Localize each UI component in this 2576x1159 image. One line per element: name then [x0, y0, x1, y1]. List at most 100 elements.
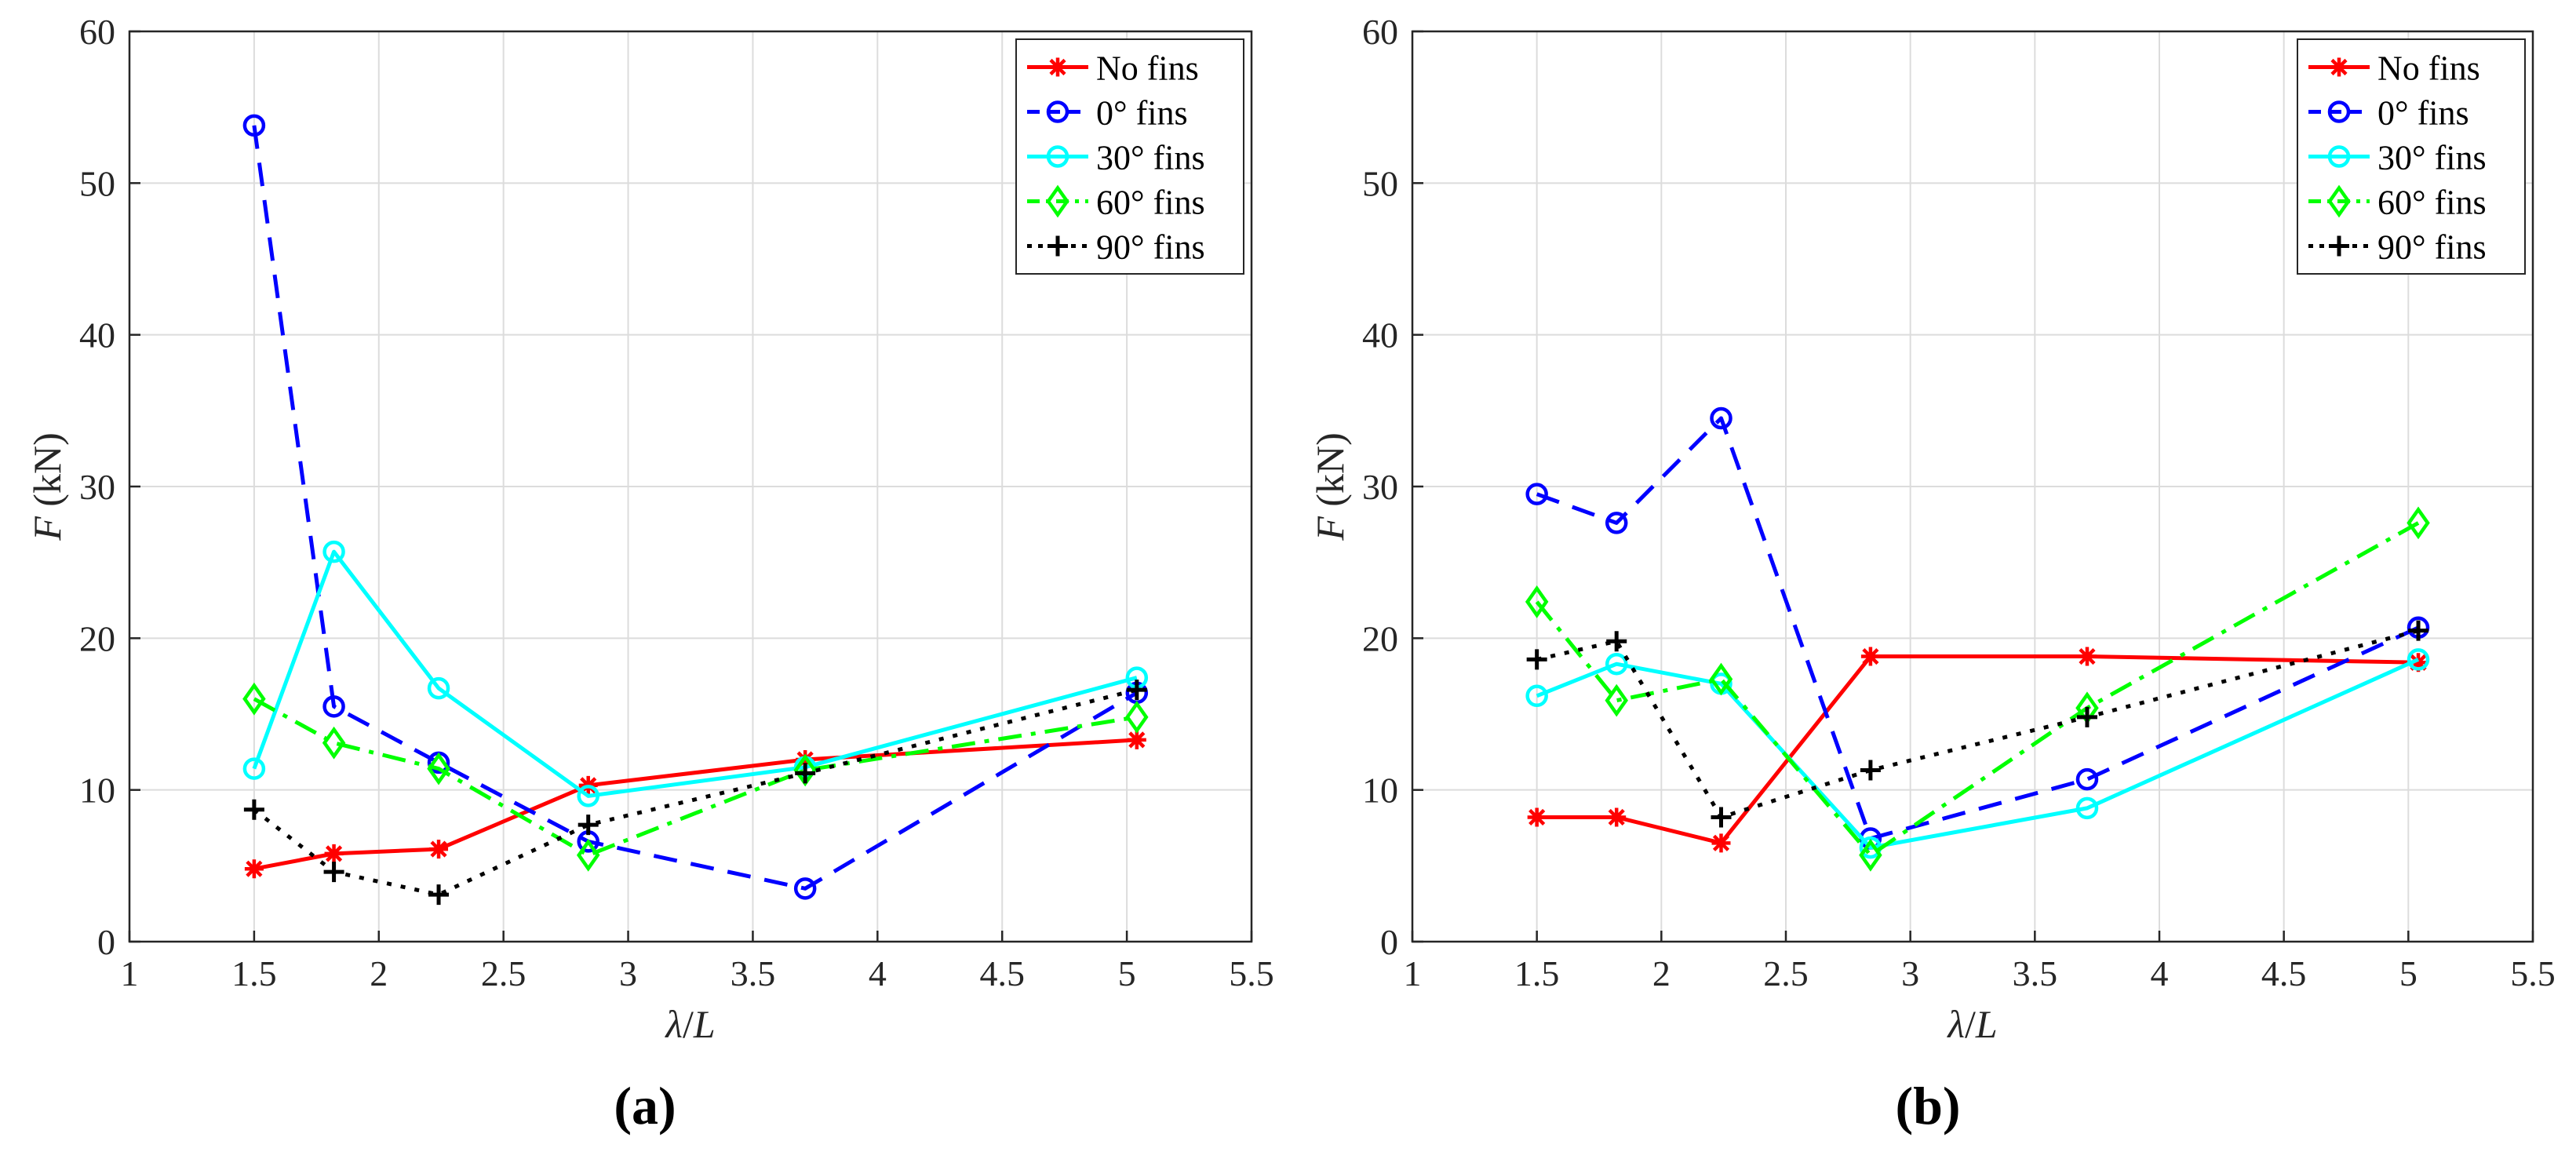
y-tick-label-a-3: 30: [79, 467, 115, 507]
point-a-4-2: [428, 884, 450, 906]
x-tick-label-a-3: 2.5: [481, 953, 526, 993]
x-tick-label-b-8: 5: [2399, 953, 2418, 993]
legend-item-b-2: 30° fins: [2308, 139, 2487, 177]
legend-marker-a-2: [1046, 145, 1069, 168]
point-a-3-3: [576, 838, 600, 872]
point-a-4-4: [795, 763, 816, 784]
legend-label-b-3: 60° fins: [2377, 184, 2487, 222]
x-tick-label-a-9: 5.5: [1229, 953, 1274, 993]
point-b-2-4: [2075, 796, 2099, 820]
point-b-2-0: [1525, 684, 1548, 708]
point-a-3-4: [793, 753, 817, 787]
point-a-3-1: [322, 726, 346, 760]
y-tick-label-a-1: 10: [79, 771, 115, 811]
x-tick-label-b-6: 4: [2151, 953, 2169, 993]
point-a-2-2: [427, 676, 450, 700]
y-tick-label-b-5: 50: [1362, 163, 1398, 203]
y-tick-label-b-2: 20: [1362, 618, 1398, 658]
legend-item-b-0: No fins: [2308, 49, 2480, 88]
point-b-1-0: [1525, 483, 1548, 505]
legend-marker-a-3: [1046, 184, 1069, 218]
x-axis-label-b: λ/L: [1946, 1002, 1997, 1046]
legend-item-b-4: 90° fins: [2308, 228, 2487, 267]
point-a-0-5: [1127, 730, 1146, 749]
legend-label-b-4: 90° fins: [2377, 228, 2487, 267]
legend-label-b-1: 0° fins: [2377, 94, 2469, 133]
legend-a: No fins 0° fins 30° fins 60° fins 90° fins: [1015, 38, 1244, 275]
point-a-4-3: [578, 815, 599, 836]
series-line-a-0: [253, 738, 1137, 871]
y-axis-label-b: F (kN): [1308, 432, 1352, 541]
x-axis-label-a: λ/L: [664, 1002, 715, 1046]
legend-item-b-1: 0° fins: [2308, 94, 2469, 133]
legend-label-a-2: 30° fins: [1096, 139, 1205, 177]
x-tick-label-a-6: 4: [869, 953, 887, 993]
x-tick-label-a-0: 1: [121, 953, 139, 993]
point-b-1-1: [1605, 512, 1628, 534]
point-a-2-0: [242, 757, 266, 780]
y-tick-label-a-5: 50: [79, 163, 115, 203]
point-b-2-5: [2407, 648, 2430, 671]
y-tick-label-b-4: 40: [1362, 315, 1398, 355]
point-b-4-1: [1606, 631, 1627, 652]
point-b-1-4: [2075, 767, 2099, 791]
point-a-0-0: [244, 859, 264, 879]
legend-marker-b-1: [2327, 100, 2351, 123]
point-a-4-5: [1126, 680, 1147, 701]
legend-item-a-0: No fins: [1027, 49, 1199, 88]
x-tick-label-a-8: 5: [1118, 953, 1136, 993]
legend-label-a-0: No fins: [1096, 49, 1199, 88]
panel-label-a: (a): [614, 1076, 676, 1135]
point-a-2-3: [577, 785, 599, 807]
point-a-0-2: [429, 840, 449, 859]
legend-marker-b-0: [2330, 57, 2348, 77]
x-tick-label-a-5: 3.5: [731, 953, 776, 993]
y-tick-label-b-3: 30: [1362, 467, 1398, 507]
point-b-3-5: [2407, 506, 2430, 540]
legend-label-b-2: 30° fins: [2377, 139, 2487, 177]
y-tick-label-a-2: 20: [79, 618, 115, 658]
series-b-4: [1526, 620, 2429, 828]
legend-b: No fins 0° fins 30° fins 60° fins 90° fins: [2297, 38, 2526, 275]
panel-label-b: (b): [1895, 1076, 1960, 1135]
x-tick-label-b-1: 1.5: [1514, 953, 1560, 993]
x-tick-label-b-3: 2.5: [1763, 953, 1809, 993]
y-axis-label-a: F (kN): [25, 432, 69, 541]
point-b-0-2: [1711, 833, 1731, 853]
x-tick-label-b-4: 3: [1901, 953, 1919, 993]
x-tick-label-a-4: 3: [619, 953, 637, 993]
point-a-1-0: [242, 114, 266, 137]
point-b-1-2: [1710, 406, 1733, 430]
series-line-b-0: [1536, 654, 2419, 845]
point-b-4-4: [2076, 706, 2097, 727]
point-b-0-0: [1527, 807, 1547, 827]
x-tick-label-a-1: 1.5: [231, 953, 277, 993]
legend-item-a-3: 60° fins: [1027, 184, 1205, 222]
legend-label-a-1: 0° fins: [1096, 94, 1188, 133]
legend-marker-a-0: [1048, 57, 1067, 77]
y-tick-label-a-6: 60: [79, 12, 115, 52]
point-b-3-0: [1525, 585, 1549, 618]
point-b-0-1: [1607, 807, 1627, 827]
legend-label-a-3: 60° fins: [1096, 184, 1205, 222]
y-tick-label-b-6: 60: [1362, 12, 1398, 52]
point-b-4-5: [2408, 620, 2429, 641]
point-a-0-1: [324, 844, 344, 863]
point-a-3-2: [427, 752, 450, 785]
panel-b: 1 1.5 2 2.5 3 3.5 4 4.5 5 5.5 0 10 20 30 40 50 60 λ/L F (k…: [1308, 12, 2556, 1046]
legend-item-a-2: 30° fins: [1027, 139, 1205, 177]
point-a-2-1: [322, 540, 345, 563]
point-a-3-0: [242, 682, 266, 716]
point-b-3-3: [1859, 838, 1882, 872]
series-line-a-4: [253, 687, 1138, 897]
point-a-1-4: [793, 877, 817, 900]
legend-item-b-3: 60° fins: [2308, 184, 2487, 222]
point-a-3-5: [1125, 700, 1149, 734]
x-tick-label-b-0: 1: [1404, 953, 1422, 993]
point-b-0-4: [2077, 647, 2097, 666]
x-tick-label-b-5: 3.5: [2013, 953, 2058, 993]
point-b-0-5: [2409, 653, 2428, 672]
point-b-4-3: [1860, 760, 1881, 781]
legend-marker-a-1: [1046, 100, 1069, 123]
